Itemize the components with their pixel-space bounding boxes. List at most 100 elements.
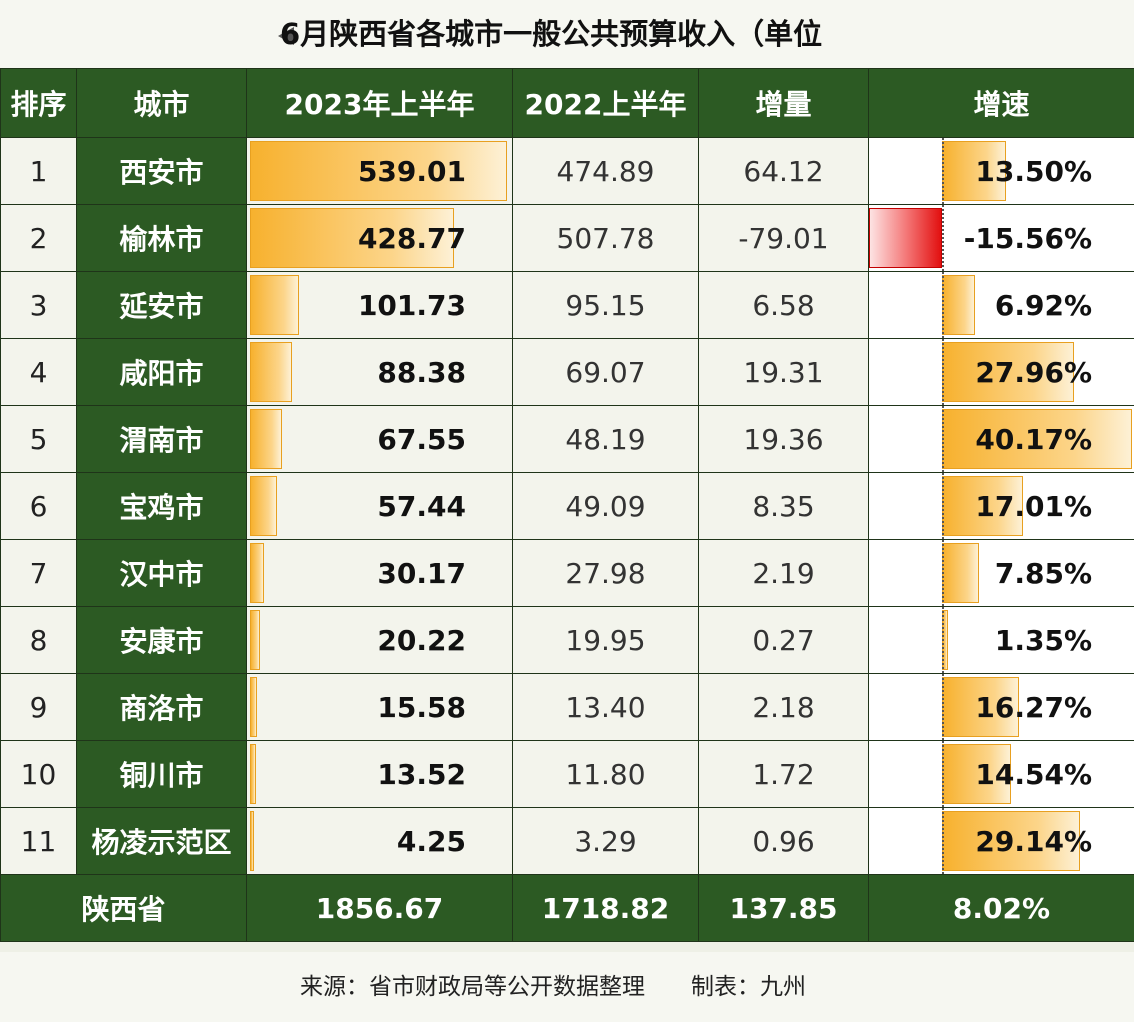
revenue-2023-label: 20.22 — [377, 623, 466, 657]
growth-label: 6.92% — [994, 288, 1092, 322]
revenue-2022-cell: 69.07 — [512, 338, 699, 406]
city-cell: 汉中市 — [76, 539, 247, 607]
revenue-2023-cell: 101.73 — [246, 271, 513, 339]
growth-label: 29.14% — [975, 824, 1092, 858]
growth-bar — [942, 476, 1023, 536]
growth-axis — [942, 138, 944, 204]
increase-cell: 64.12 — [698, 137, 869, 205]
revenue-2022-cell: 474.89 — [512, 137, 699, 205]
increase-cell: 0.96 — [698, 807, 869, 875]
growth-cell: 27.96% — [868, 338, 1134, 406]
growth-label: 7.85% — [994, 556, 1092, 590]
revenue-table: 排序 城市 2023年上半年 2022上半年 增量 增速 1 西安市 539.01 4… — [0, 68, 1134, 942]
growth-cell: 13.50% — [868, 137, 1134, 205]
total-label: 陕西省 — [0, 874, 247, 942]
revenue-2023-cell: 88.38 — [246, 338, 513, 406]
source-note: 来源：省市财政局等公开数据整理 制表：九州 — [300, 974, 806, 1000]
city-cell: 安康市 — [76, 606, 247, 674]
rank-cell: 3 — [0, 271, 77, 339]
increase-cell: 19.31 — [698, 338, 869, 406]
revenue-bar — [250, 476, 278, 536]
rank-cell: 2 — [0, 204, 77, 272]
rank-cell: 8 — [0, 606, 77, 674]
growth-axis — [942, 808, 944, 874]
revenue-2022-cell: 19.95 — [512, 606, 699, 674]
growth-bar — [942, 543, 980, 603]
revenue-2023-cell: 67.55 — [246, 405, 513, 473]
city-cell: 咸阳市 — [76, 338, 247, 406]
revenue-2023-label: 30.17 — [377, 556, 466, 590]
rank-cell: 11 — [0, 807, 77, 875]
total-growth: 8.02% — [868, 874, 1134, 942]
growth-label: -15.56% — [963, 221, 1092, 255]
growth-label: 1.35% — [994, 623, 1092, 657]
rank-cell: 5 — [0, 405, 77, 473]
growth-axis — [942, 674, 944, 740]
growth-axis — [942, 406, 944, 472]
growth-label: 17.01% — [975, 489, 1092, 523]
revenue-2022-cell: 49.09 — [512, 472, 699, 540]
growth-cell: 7.85% — [868, 539, 1134, 607]
total-row: 陕西省 1856.67 1718.82 137.85 8.02% — [0, 874, 1134, 942]
rank-cell: 10 — [0, 740, 77, 808]
table-row: 3 延安市 101.73 95.15 6.58 6.92% — [0, 271, 1134, 339]
revenue-bar — [250, 677, 258, 737]
table-row: 1 西安市 539.01 474.89 64.12 13.50% — [0, 137, 1134, 205]
revenue-2022-cell: 95.15 — [512, 271, 699, 339]
revenue-2023-cell: 13.52 — [246, 740, 513, 808]
city-cell: 宝鸡市 — [76, 472, 247, 540]
table-row: 7 汉中市 30.17 27.98 2.19 7.85% — [0, 539, 1134, 607]
revenue-2023-cell: 30.17 — [246, 539, 513, 607]
table-row: 11 杨凌示范区 4.25 3.29 0.96 29.14% — [0, 807, 1134, 875]
increase-cell: 19.36 — [698, 405, 869, 473]
revenue-2023-label: 4.25 — [396, 824, 466, 858]
growth-bar — [942, 811, 1080, 871]
revenue-bar — [250, 141, 507, 201]
header-increase: 增量 — [698, 68, 869, 138]
growth-bar-negative — [869, 208, 942, 268]
revenue-2023-label: 539.01 — [357, 154, 466, 188]
increase-cell: 1.72 — [698, 740, 869, 808]
revenue-2022-cell: 3.29 — [512, 807, 699, 875]
revenue-bar — [250, 342, 293, 402]
city-cell: 西安市 — [76, 137, 247, 205]
growth-axis — [942, 272, 944, 338]
revenue-2023-label: 101.73 — [357, 288, 466, 322]
revenue-2023-cell: 428.77 — [246, 204, 513, 272]
rank-cell: 4 — [0, 338, 77, 406]
total-2022: 1718.82 — [512, 874, 699, 942]
increase-cell: 2.19 — [698, 539, 869, 607]
revenue-bar — [250, 610, 260, 670]
increase-cell: -79.01 — [698, 204, 869, 272]
growth-bar — [942, 342, 1075, 402]
growth-axis — [942, 607, 944, 673]
revenue-bar — [250, 744, 257, 804]
growth-axis — [942, 540, 944, 606]
total-increase: 137.85 — [698, 874, 869, 942]
growth-axis — [942, 205, 944, 271]
growth-label: 13.50% — [975, 154, 1092, 188]
growth-label: 14.54% — [975, 757, 1092, 791]
growth-bar — [942, 409, 1132, 469]
header-city: 城市 — [76, 68, 247, 138]
revenue-2023-label: 428.77 — [357, 221, 466, 255]
growth-label: 27.96% — [975, 355, 1092, 389]
increase-cell: 8.35 — [698, 472, 869, 540]
revenue-2023-cell: 4.25 — [246, 807, 513, 875]
table-row: 8 安康市 20.22 19.95 0.27 1.35% — [0, 606, 1134, 674]
revenue-2022-cell: 48.19 — [512, 405, 699, 473]
revenue-2022-cell: 507.78 — [512, 204, 699, 272]
page-title: 6月陕西省各城市一般公共预算收入（单位 — [280, 17, 823, 51]
table-row: 9 商洛市 15.58 13.40 2.18 16.27% — [0, 673, 1134, 741]
rank-cell: 1 — [0, 137, 77, 205]
growth-axis — [942, 339, 944, 405]
header-rank: 排序 — [0, 68, 77, 138]
arrow-left-icon — [278, 27, 294, 45]
increase-cell: 2.18 — [698, 673, 869, 741]
growth-cell: 17.01% — [868, 472, 1134, 540]
growth-cell: -15.56% — [868, 204, 1134, 272]
growth-axis — [942, 473, 944, 539]
revenue-2023-label: 67.55 — [377, 422, 466, 456]
growth-cell: 1.35% — [868, 606, 1134, 674]
table-row: 5 渭南市 67.55 48.19 19.36 40.17% — [0, 405, 1134, 473]
